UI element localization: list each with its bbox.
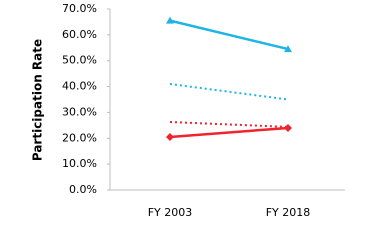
y-tick-label: 0.0% <box>69 183 97 196</box>
series-line <box>169 82 289 101</box>
x-tick-label: FY 2018 <box>266 206 311 219</box>
y-axis-label: Participation Rate <box>31 39 45 161</box>
y-tick-label: 40.0% <box>62 80 97 93</box>
x-tick-label: FY 2003 <box>148 206 193 219</box>
y-tick-label: 70.0% <box>62 2 97 15</box>
series-line <box>169 126 289 139</box>
y-tick-label: 10.0% <box>62 157 97 170</box>
marker <box>166 132 174 141</box>
marker <box>166 16 174 24</box>
y-tick-label: 30.0% <box>62 105 97 118</box>
y-tick-label: 20.0% <box>62 131 97 144</box>
marker <box>284 45 292 53</box>
marker <box>284 123 292 132</box>
y-tick-label: 50.0% <box>62 54 97 67</box>
y-tick-label: 60.0% <box>62 28 97 41</box>
series-line <box>169 120 289 128</box>
series-line <box>169 19 289 51</box>
